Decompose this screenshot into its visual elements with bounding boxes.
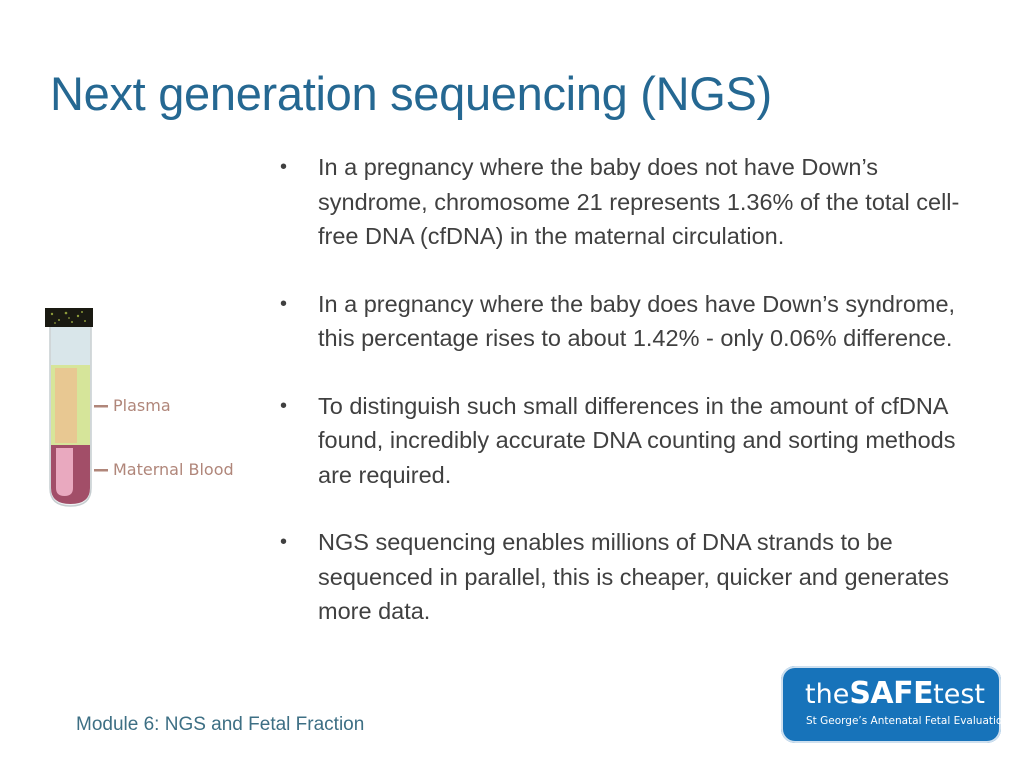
bullet-item: • In a pregnancy where the baby does not… xyxy=(276,150,986,254)
bullet-item: • NGS sequencing enables millions of DNA… xyxy=(276,525,986,629)
bullet-icon: • xyxy=(280,531,288,553)
blood-label-tick xyxy=(94,469,108,472)
bullet-icon: • xyxy=(280,292,288,315)
slide-title: Next generation sequencing (NGS) xyxy=(50,67,772,120)
logo-subtitle: St George’s Antenatal Fetal Evaluation xyxy=(806,715,1009,727)
bullet-item: • To distinguish such small differences … xyxy=(276,389,986,493)
safe-test-logo: theSAFEtest St George’s Antenatal Fetal … xyxy=(781,666,1009,743)
tube-top-section xyxy=(51,327,90,365)
tube-cap-speckles xyxy=(50,311,86,324)
bullet-icon: • xyxy=(280,394,288,417)
logo-safe: SAFE xyxy=(849,676,934,711)
maternal-blood-label: Maternal Blood xyxy=(113,460,234,479)
logo-the: the xyxy=(805,679,850,710)
plasma-label: Plasma xyxy=(113,396,171,415)
slide-footer: Module 6: NGS and Fetal Fraction xyxy=(76,714,365,735)
maternal-blood-inner xyxy=(56,448,73,496)
plasma-inner xyxy=(55,368,77,443)
bullet-text: NGS sequencing enables millions of DNA s… xyxy=(318,529,949,624)
bullet-text: In a pregnancy where the baby does have … xyxy=(318,290,956,352)
plasma-label-tick xyxy=(94,405,108,408)
logo-test: test xyxy=(933,679,985,710)
blood-tube-illustration xyxy=(45,308,108,507)
bullet-text: To distinguish such small differences in… xyxy=(318,392,956,488)
bullet-list: • In a pregnancy where the baby does not… xyxy=(276,150,986,662)
blood-tube-figure: Plasma Maternal Blood xyxy=(44,308,244,513)
logo-wordmark: theSAFEtest xyxy=(805,676,985,711)
bullet-icon: • xyxy=(280,156,288,178)
bullet-text: In a pregnancy where the baby does not h… xyxy=(318,154,960,249)
bullet-item: • In a pregnancy where the baby does hav… xyxy=(276,287,986,356)
